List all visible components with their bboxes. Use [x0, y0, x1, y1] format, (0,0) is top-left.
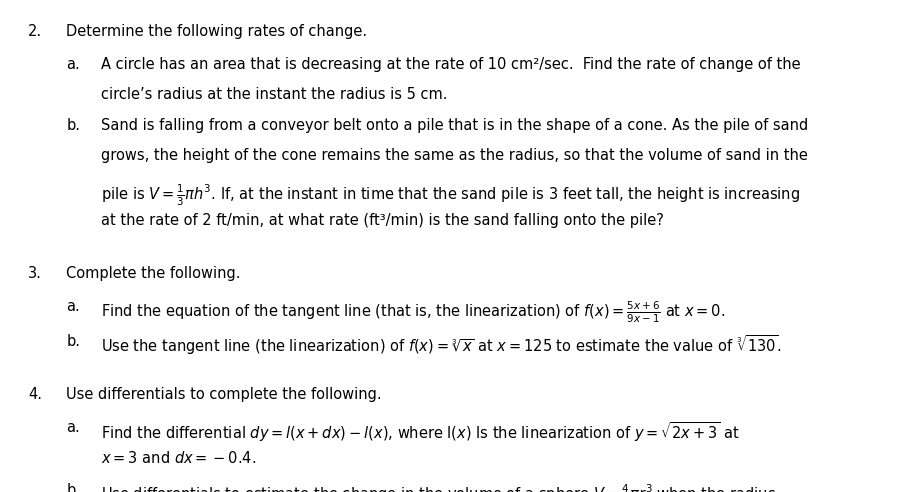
Text: Complete the following.: Complete the following.: [66, 266, 241, 281]
Text: A circle has an area that is decreasing at the rate of 10 cm²/sec.  Find the rat: A circle has an area that is decreasing …: [101, 57, 801, 72]
Text: Use the tangent line (the linearization) of $f(x) = \sqrt[3]{x}$ at $x = 125$ to: Use the tangent line (the linearization)…: [101, 334, 782, 358]
Text: a.: a.: [66, 57, 80, 72]
Text: a.: a.: [66, 420, 80, 435]
Text: Determine the following rates of change.: Determine the following rates of change.: [66, 24, 367, 39]
Text: circle’s radius at the instant the radius is 5 cm.: circle’s radius at the instant the radiu…: [101, 87, 448, 102]
Text: grows, the height of the cone remains the same as the radius, so that the volume: grows, the height of the cone remains th…: [101, 148, 808, 163]
Text: Find the equation of the tangent line (that is, the linearization) of $f(x) = \f: Find the equation of the tangent line (t…: [101, 299, 726, 325]
Text: b.: b.: [66, 483, 80, 492]
Text: 3.: 3.: [29, 266, 42, 281]
Text: a.: a.: [66, 299, 80, 314]
Text: at the rate of 2 ft/min, at what rate (ft³/min) is the sand falling onto the pil: at the rate of 2 ft/min, at what rate (f…: [101, 213, 665, 227]
Text: Find the differential $dy = l(x + dx) - l(x)$, where l$(x)$ Is the linearization: Find the differential $dy = l(x + dx) - …: [101, 420, 740, 444]
Text: $x = 3$ and $dx = -0.4.$: $x = 3$ and $dx = -0.4.$: [101, 450, 257, 466]
Text: Use differentials to complete the following.: Use differentials to complete the follow…: [66, 387, 382, 402]
Text: pile is $V = \frac{1}{3}\pi h^3$. If, at the instant in time that the sand pile : pile is $V = \frac{1}{3}\pi h^3$. If, at…: [101, 183, 800, 208]
Text: 2.: 2.: [29, 24, 42, 39]
Text: 4.: 4.: [29, 387, 42, 402]
Text: Sand is falling from a conveyor belt onto a pile that is in the shape of a cone.: Sand is falling from a conveyor belt ont…: [101, 119, 808, 133]
Text: Use differentials to estimate the change in the volume of a sphere $V = \frac{4}: Use differentials to estimate the change…: [101, 483, 777, 492]
Text: b.: b.: [66, 119, 80, 133]
Text: b.: b.: [66, 334, 80, 349]
